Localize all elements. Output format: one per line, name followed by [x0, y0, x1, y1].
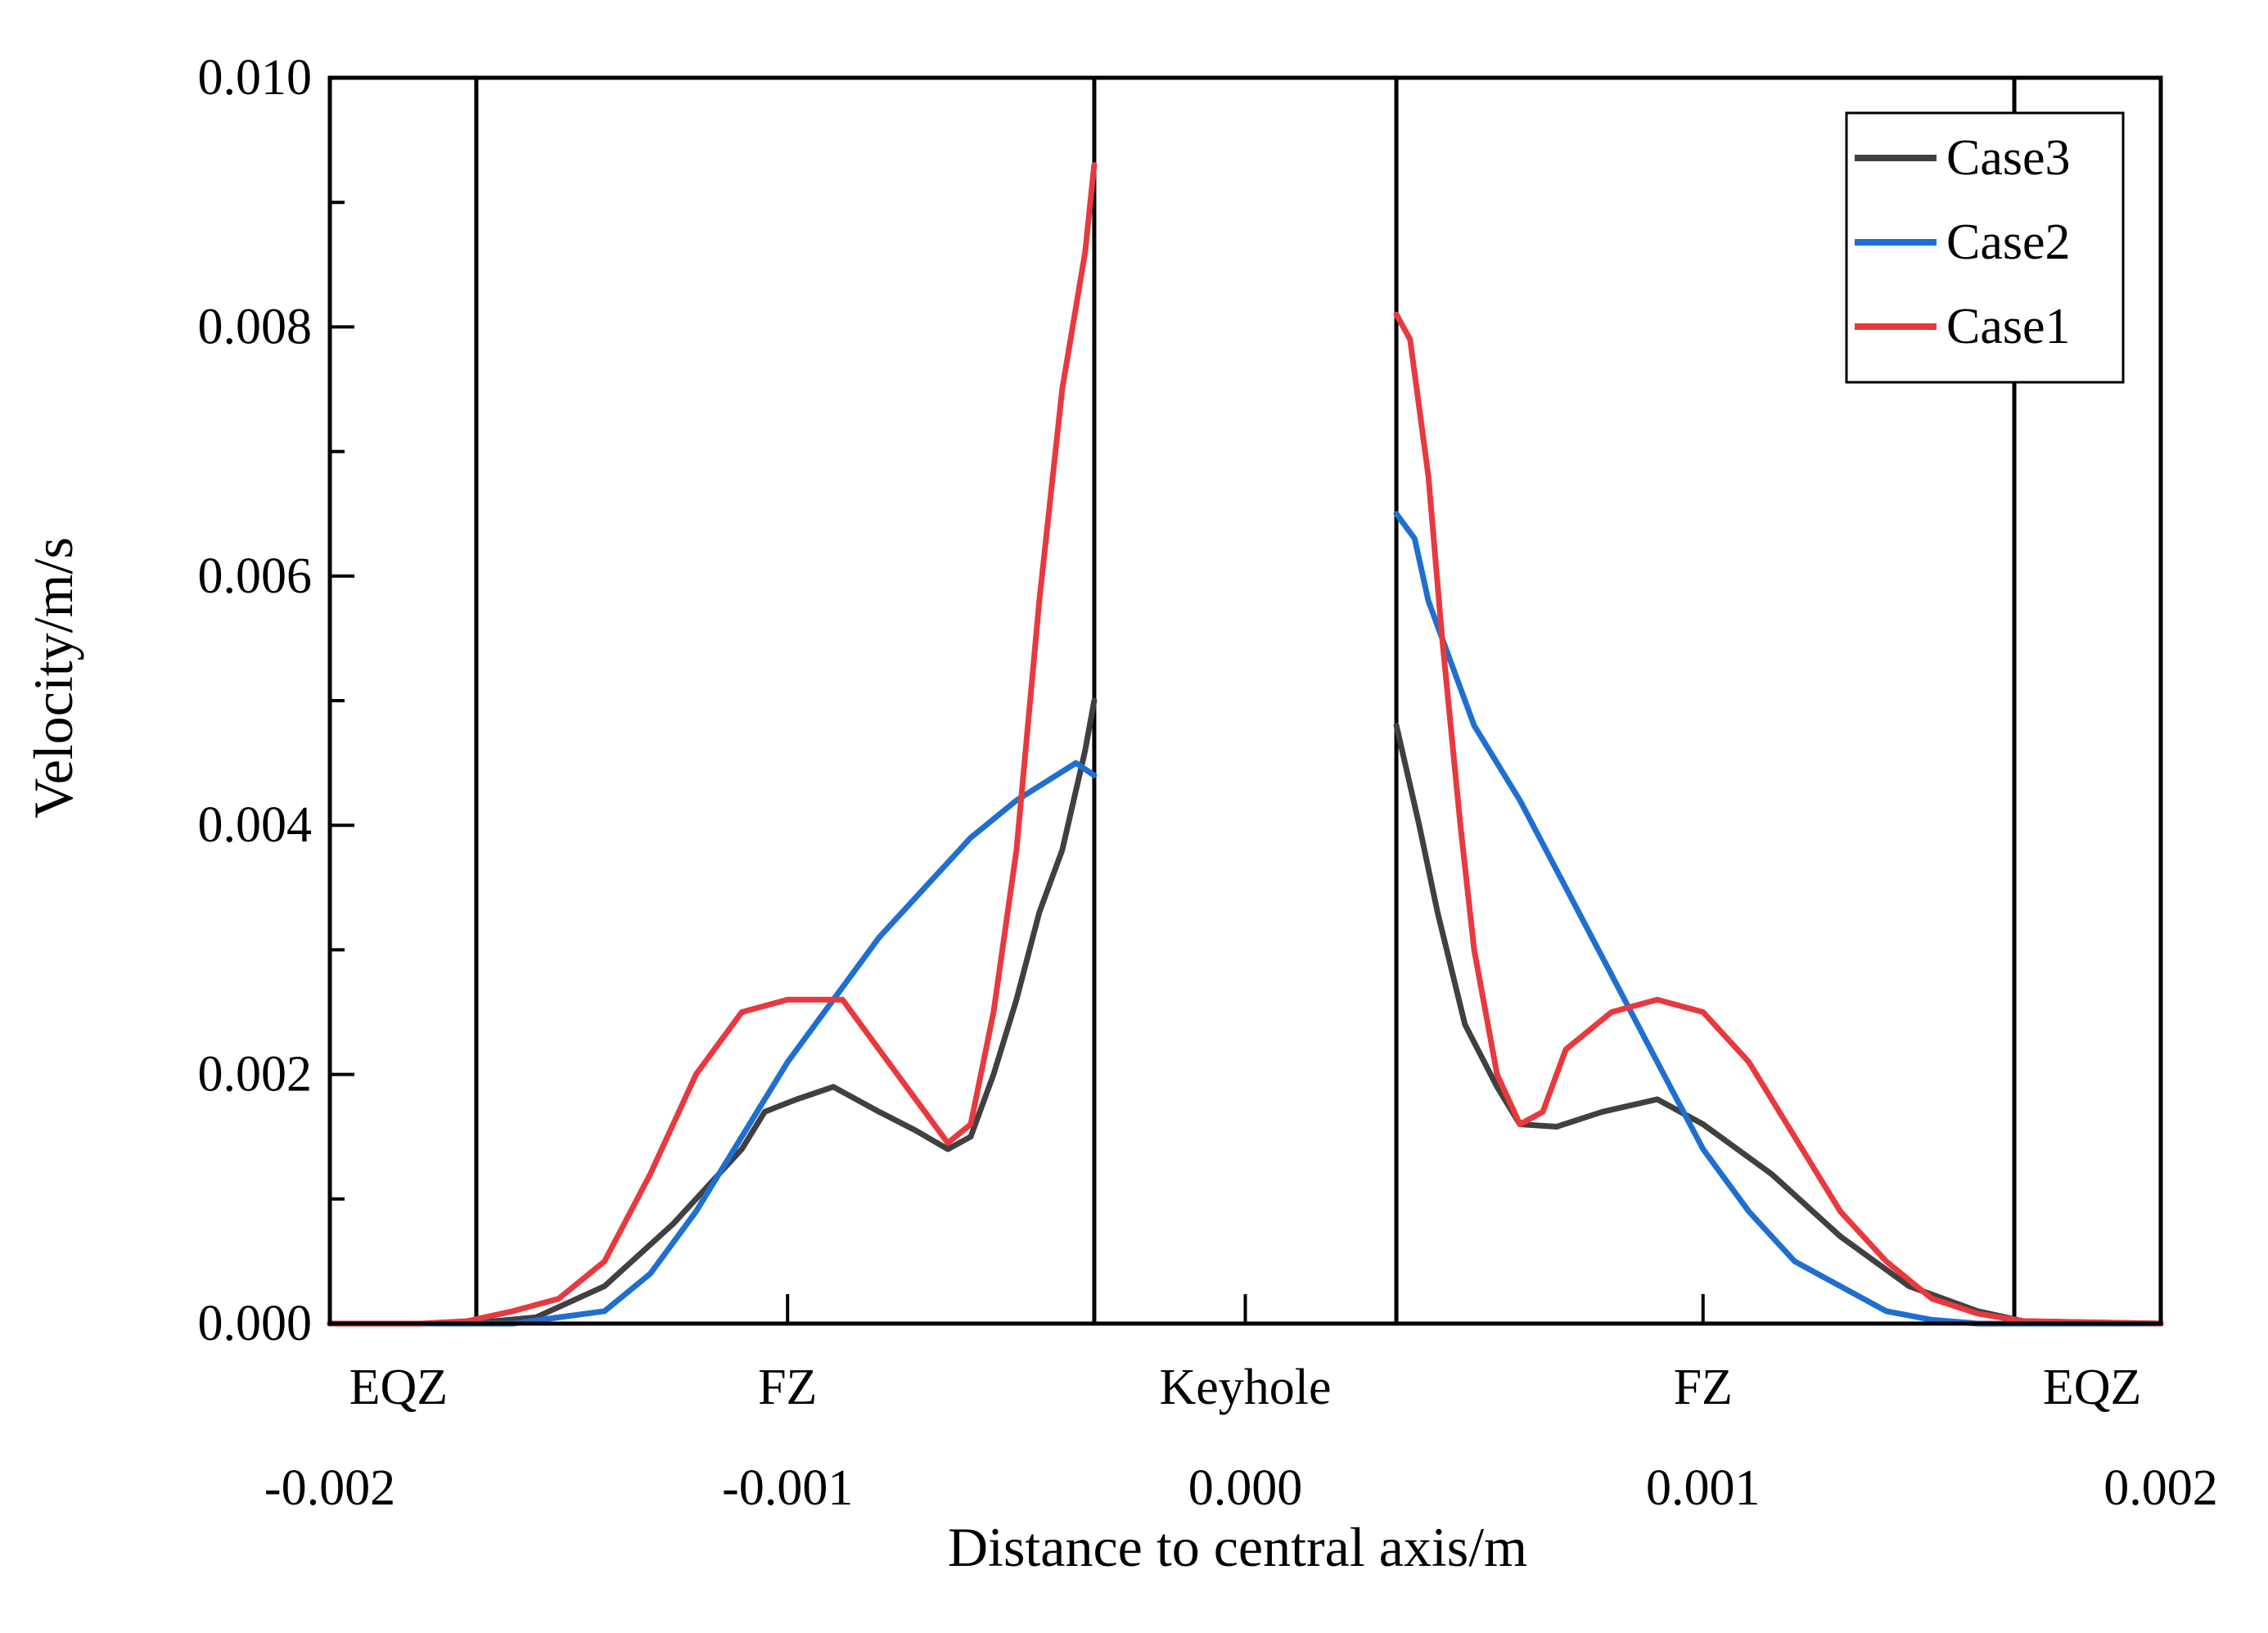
tick-labels: 0.000 0.002 0.004 0.006 0.008 0.010 -0.002 -0.0… [198, 50, 2218, 1516]
zone-label: EQZ [2043, 1360, 2142, 1415]
zone-label: EQZ [349, 1360, 449, 1415]
plot-layer [474, 78, 2017, 1324]
series-line-case3 [327, 697, 1098, 1327]
y-tick-label: 0.008 [198, 299, 313, 354]
y-tick-label: 0.000 [198, 1296, 313, 1351]
zone-label: Keyhole [1159, 1360, 1331, 1415]
y-axis-title: Velocity/m/s [22, 537, 84, 819]
x-tick-label: 0.001 [1646, 1460, 1761, 1516]
series-line-case1 [1393, 311, 2164, 1327]
series-line-case3 [1393, 722, 2164, 1327]
zone-label: FZ [1674, 1360, 1733, 1415]
x-tick-label: 0.002 [2103, 1460, 2218, 1516]
y-tick-label: 0.006 [198, 548, 313, 604]
series-line-case2 [327, 760, 1098, 1327]
x-tick-label: -0.001 [722, 1460, 853, 1516]
legend-entry-case3: Case3 [1946, 130, 2071, 186]
x-tick-label: 0.000 [1188, 1460, 1303, 1516]
y-tick-label: 0.010 [198, 50, 313, 106]
legend: Case3 Case2 Case1 [1845, 111, 2125, 384]
x-axis-title: Distance to central axis/m [948, 1516, 1527, 1578]
y-tick-label: 0.004 [198, 797, 313, 853]
x-tick-label: -0.002 [264, 1460, 395, 1516]
series-line-case1 [327, 162, 1098, 1327]
series-lines [327, 162, 2164, 1327]
legend-entry-case2: Case2 [1946, 214, 2071, 270]
series-line-case2 [1393, 511, 2164, 1327]
legend-entry-case1: Case1 [1946, 299, 2071, 354]
y-tick-label: 0.002 [198, 1047, 313, 1103]
zone-label: FZ [758, 1360, 817, 1415]
axes [327, 75, 2163, 1326]
